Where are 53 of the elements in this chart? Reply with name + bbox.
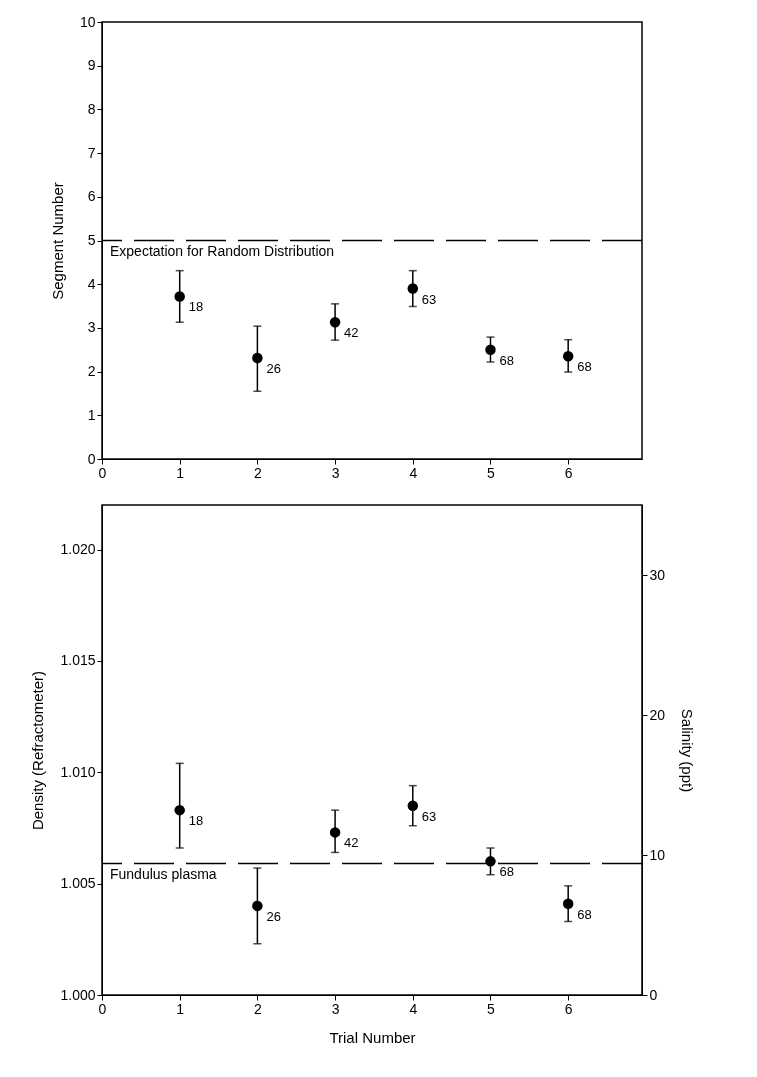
y-tick-label: 2	[87, 363, 96, 380]
annotation: 18	[188, 299, 204, 315]
x-tick-label: 0	[98, 1000, 107, 1017]
x-tick-label: 4	[409, 1000, 418, 1017]
x-tick-label: 6	[564, 1000, 573, 1017]
y-tick-label: 10	[79, 13, 96, 30]
annotation: 42	[344, 835, 359, 851]
ref-line-label: Fundulus plasma	[110, 865, 217, 882]
y-tick-label: 8	[87, 100, 96, 117]
y-tick-label: 5	[87, 232, 96, 248]
y-tick-label: 3	[87, 319, 96, 336]
y-tick-label: 1.010	[60, 763, 96, 780]
y-tick-label: 1.005	[60, 875, 96, 892]
y-tick-label: 1.020	[60, 541, 96, 558]
y-tick-label: 4	[87, 275, 96, 292]
y2-tick-label: 0	[649, 986, 658, 1003]
y-tick-label: 9	[87, 57, 96, 74]
annotation: 18	[188, 813, 204, 829]
y2-tick-label: 10	[649, 846, 666, 863]
y-axis-title: Segment Number	[48, 182, 66, 300]
annotation: 68	[577, 359, 592, 375]
y-axis-title: Density (Refractometer)	[29, 670, 47, 831]
y-tick-label: 1	[87, 406, 96, 423]
annotation: 68	[577, 906, 592, 922]
x-tick-label: 2	[254, 1000, 262, 1017]
y-tick-label: 6	[87, 188, 96, 205]
x-tick-label: 5	[487, 1000, 496, 1017]
y2-tick-label: 20	[649, 706, 666, 723]
y-tick-label: 1.000	[60, 986, 96, 1003]
x-tick-label: 3	[331, 464, 340, 481]
annotation: 68	[499, 352, 514, 368]
annotation: 26	[266, 908, 281, 924]
x-tick-label: 0	[98, 464, 107, 481]
x-tick-label: 6	[564, 464, 573, 481]
annotation: 63	[421, 291, 437, 307]
point	[485, 856, 496, 867]
x-tick-label: 3	[331, 1000, 340, 1017]
x-tick-label: 4	[409, 464, 418, 481]
x-axis-title: Trial Number	[329, 1028, 416, 1046]
x-tick-label: 1	[176, 464, 185, 481]
annotation: 42	[344, 325, 359, 341]
annotation: 63	[421, 808, 437, 824]
y-tick-label: 1.015	[60, 652, 96, 669]
x-tick-label: 2	[254, 464, 262, 481]
y2-tick-label: 30	[649, 566, 666, 583]
x-tick-label: 5	[487, 464, 496, 481]
y2-axis-title: Salinity (ppt)	[679, 708, 697, 793]
y-tick-label: 0	[87, 450, 96, 467]
annotation: 68	[499, 864, 514, 880]
ref-line-label: Expectation for Random Distribution	[110, 242, 335, 259]
y-tick-label: 7	[87, 144, 96, 161]
annotation: 26	[266, 361, 281, 377]
x-tick-label: 1	[176, 1000, 185, 1017]
